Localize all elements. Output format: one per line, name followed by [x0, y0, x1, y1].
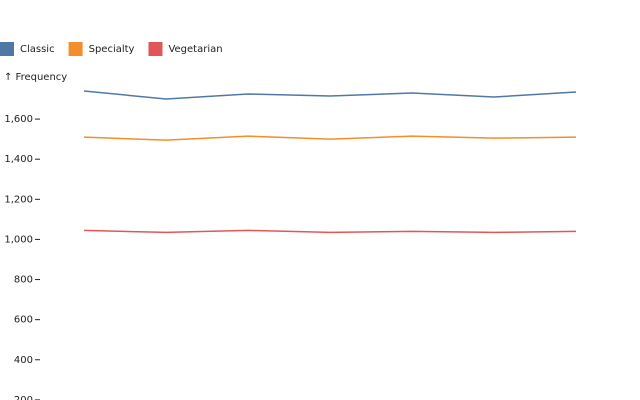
y-tick-label: 1,200 — [4, 194, 33, 205]
y-axis-label: ↑ Frequency — [4, 72, 67, 83]
series-line — [83, 229, 577, 234]
legend-swatch — [0, 42, 14, 56]
y-tick-label: 600 — [14, 315, 33, 326]
legend-label: Specialty — [89, 44, 135, 55]
series-line — [83, 135, 577, 141]
legend-swatch — [148, 42, 163, 56]
legend-label: Vegetarian — [168, 44, 222, 55]
legend-label: Classic — [20, 44, 55, 55]
y-tick-label: 1,000 — [4, 234, 33, 245]
y-tick-label: 400 — [14, 355, 33, 366]
legend-swatch — [68, 42, 83, 56]
y-tick-label: 1,600 — [4, 114, 33, 125]
series-line — [83, 90, 577, 100]
y-tick-label: 200 — [14, 395, 33, 400]
y-tick-label: 800 — [14, 275, 33, 286]
y-tick-label: 1,400 — [4, 154, 33, 165]
